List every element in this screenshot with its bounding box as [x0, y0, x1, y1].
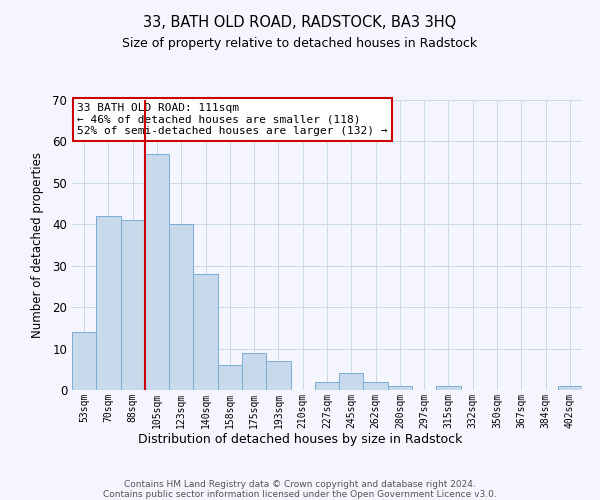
Bar: [558, 386, 582, 390]
Bar: [145, 154, 169, 390]
Text: Distribution of detached houses by size in Radstock: Distribution of detached houses by size …: [138, 432, 462, 446]
Bar: [193, 274, 218, 390]
Text: Size of property relative to detached houses in Radstock: Size of property relative to detached ho…: [122, 38, 478, 51]
Bar: [266, 361, 290, 390]
Bar: [72, 332, 96, 390]
Bar: [96, 216, 121, 390]
Bar: [121, 220, 145, 390]
Text: 33 BATH OLD ROAD: 111sqm
← 46% of detached houses are smaller (118)
52% of semi-: 33 BATH OLD ROAD: 111sqm ← 46% of detach…: [77, 103, 388, 136]
Bar: [339, 374, 364, 390]
Bar: [242, 352, 266, 390]
Bar: [364, 382, 388, 390]
Bar: [218, 365, 242, 390]
Text: Contains HM Land Registry data © Crown copyright and database right 2024.
Contai: Contains HM Land Registry data © Crown c…: [103, 480, 497, 500]
Bar: [315, 382, 339, 390]
Bar: [169, 224, 193, 390]
Y-axis label: Number of detached properties: Number of detached properties: [31, 152, 44, 338]
Bar: [436, 386, 461, 390]
Text: 33, BATH OLD ROAD, RADSTOCK, BA3 3HQ: 33, BATH OLD ROAD, RADSTOCK, BA3 3HQ: [143, 15, 457, 30]
Bar: [388, 386, 412, 390]
